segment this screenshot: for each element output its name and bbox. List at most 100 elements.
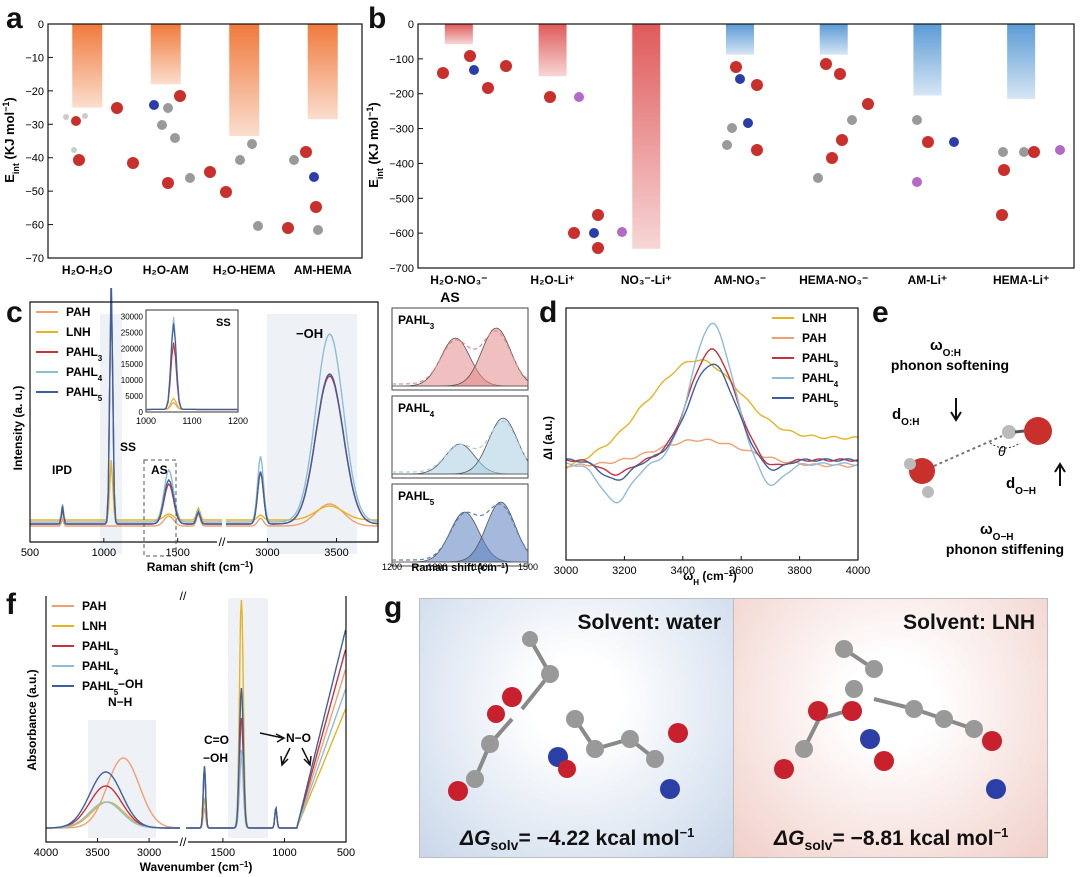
series-left-PAH [30,512,222,527]
bar-AM-NO3- [726,24,754,55]
fit-x-tick: 1400 [473,562,493,572]
arrow-down-icon [950,398,962,422]
oh-nh-highlight [88,720,156,838]
fit-sub-2: 5 [430,498,435,507]
y-tick-label: −70 [25,253,44,265]
panel-e-label: e [872,296,889,329]
molecule-h2o-no3 [437,50,512,94]
as-box [143,459,177,557]
legend-sub-3: 4 [834,380,839,389]
inset-x-tick: 1100 [182,416,201,426]
d-ylabel: ΔI (a.u.) [541,416,555,460]
bar-AM-HEMA [307,24,338,120]
series-left-PAH [46,757,181,829]
x-tick-label: 500 [337,847,355,859]
legend-label-4: PAHL5 [802,391,839,409]
fit-envelope-2 [392,503,529,561]
arrow-up-icon [1054,462,1066,486]
g-lnh-title: Solvent: LNH [903,611,1035,634]
x-tick-label-2: NO₃⁻-Li⁺ [621,273,672,287]
molecule-h2o-h2o [63,113,88,166]
arrow-down-right-icon [301,747,312,767]
legend-label-4: PAHL5 [82,679,119,697]
y-tick-label: −20 [25,86,44,98]
plot-frame [417,23,1075,269]
inset-y-tick: 10000 [121,376,144,385]
c-ylabel: Intensity (a. u.) [11,386,25,471]
x-tick-label: 3500 [85,847,109,859]
x-tick-label: 3000 [554,565,578,577]
fit-peak-2-1 [392,501,529,563]
legend-sub-4: 5 [834,400,839,409]
f-annot-nh: N−H [108,695,132,709]
f-annot-oh: −OH [118,677,143,691]
legend-label-3: PAHL4 [82,659,119,677]
series-PAHL5 [565,363,859,481]
e-theta: θ [998,443,1006,459]
legend-label-0: PAH [82,599,106,613]
fit-envelope-0 [392,330,529,385]
x-tick-label: 3000 [137,847,161,859]
inset-y-tick: 5000 [125,392,143,401]
legend-label-1: LNH [66,325,91,339]
legend-sub-2: 3 [834,360,839,369]
fit-x-tick: 1200 [382,562,402,572]
chart-b: 0 −100 −200 −300 −400 −500 −600 −700 H₂O-NO₃⁻ H₂O… [365,19,1075,287]
inset-y-tick: 30000 [121,312,144,321]
bar-H2O-NO3- [444,24,473,45]
molecule-h2o-hema [127,139,257,198]
x-tick-label-0: H₂O-H₂O [62,263,113,277]
bar-H2O-Li+ [538,24,567,77]
series-PAHL4 [565,322,859,504]
inset-y-tick: 15000 [121,360,144,369]
c-annot-as: AS [151,463,168,477]
x-tick-label-3: AM-NO₃⁻ [714,273,767,287]
x-tick-label-1: H₂O-AM [143,263,189,277]
legend-label-1: PAH [802,331,826,345]
fit-label-2: PAHL5 [398,489,435,507]
ss-highlight [100,314,122,554]
schematic-e: ωO:H phonon softening dO:H θ dO−H ωO−H p… [891,337,1066,557]
panel-a-label: a [6,2,23,35]
e-omega-oh-bottom: ωO−H [980,521,1014,543]
legend-label-3: PAHL4 [66,365,103,383]
y-tick-label: 0 [408,19,414,31]
g-water-title: Solvent: water [577,611,721,634]
molecule-h2o-am [111,90,186,143]
x-tick-label: 3600 [729,565,753,577]
y-tick-label: −500 [389,193,414,205]
arrow-down-left-icon [280,747,291,767]
a-ylabel: Eint (KJ mol−1) [1,97,21,183]
bar-HEMA-NO3- [819,24,848,55]
molecule-no3-li [568,209,627,254]
series-right-PAH [226,503,379,527]
x-tick-label: 3800 [787,565,811,577]
y-tick-label: −10 [25,52,44,64]
y-tick-label: −200 [389,89,414,101]
c-inset: 1000 1100 1200 0 5000 10000 15000 20000 25000 300… [121,309,248,426]
f-ylabel: Absorbance (a.u.) [25,669,39,770]
g-water-energy: ΔGsolv= −4.22 kcal mol−1 [460,825,695,854]
legend-label-2: PAHL3 [82,639,119,657]
x-tick-label-0: H₂O-NO₃⁻ [430,273,487,287]
bar-AM-Li+ [913,24,942,96]
panel-f-label: f [6,588,16,621]
molecule-hema-li [996,145,1065,221]
fit-envelope-1 [392,420,529,473]
y-tick-label: −100 [389,54,414,66]
series-left-PAHL5 [30,288,222,525]
legend-label-2: PAHL3 [66,345,103,363]
fit-x-tick: 1500 [518,562,538,572]
series-right-PAHL4 [226,333,379,523]
bar-H2O-HEMA [229,24,260,136]
x-tick-label: 1000 [272,847,296,859]
molecule-am-hema [253,146,323,235]
oxygen-atom-right-icon [1024,417,1052,445]
plot-frame [29,301,379,543]
chart-f: // // 4000 3500 3000 1500 1000 500 Absorbance (… [25,589,355,874]
c-fit-title: AS [440,289,459,305]
x-tick-label-2: H₂O-HEMA [213,263,276,277]
legend-label-0: PAH [66,305,90,319]
b-ylabel: Eint (KJ mol−1) [365,102,385,188]
y-tick-label: −40 [25,153,44,165]
